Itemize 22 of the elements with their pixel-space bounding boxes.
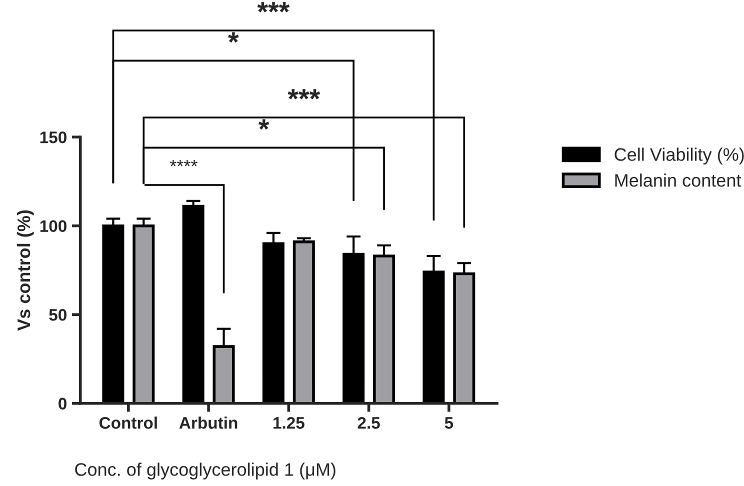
- text: *: [228, 32, 239, 43]
- bar: [102, 224, 124, 404]
- legend-label: Cell Viability (%): [614, 148, 744, 164]
- x-tick-label: 1.25: [274, 417, 304, 429]
- y-tick-label: 50: [49, 309, 66, 321]
- y-tick-label: 100: [40, 220, 66, 232]
- x-axis-title: Conc. of glycoglycerolipid 1 (μM): [75, 462, 336, 480]
- text: *: [258, 119, 270, 130]
- text: ***: [288, 89, 320, 100]
- x-tick-label: Arbutin: [179, 416, 238, 429]
- x-tick-label: 5: [444, 417, 454, 429]
- y-tick-label: 0: [58, 398, 66, 410]
- x-tick-label: 2.5: [358, 417, 380, 429]
- bar: [182, 204, 204, 404]
- x-tick-label: Control: [99, 416, 157, 429]
- text: ***: [257, 2, 290, 12]
- bar: [132, 224, 155, 404]
- bar: [292, 240, 315, 404]
- annotation: ****: [170, 160, 198, 166]
- legend-label: Melanin content: [615, 174, 742, 187]
- y-axis-title: Vs control (%): [16, 210, 34, 331]
- y-tick-label: 150: [40, 131, 66, 144]
